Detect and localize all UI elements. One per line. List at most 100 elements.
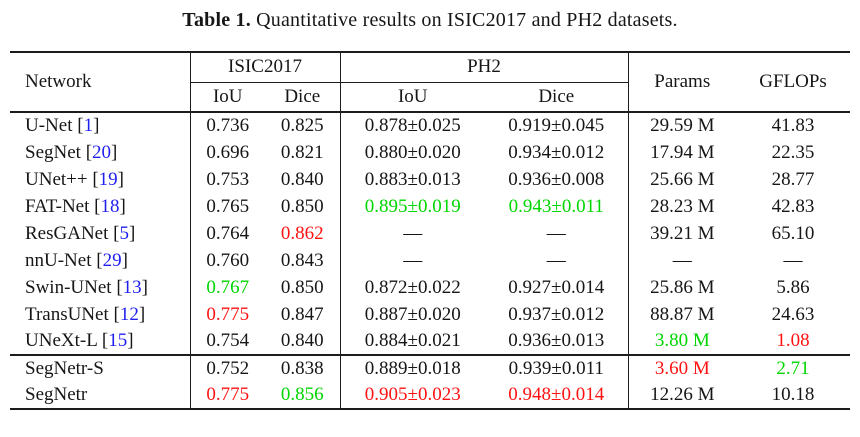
gflops-value: 41.83 xyxy=(736,111,851,139)
citation-number[interactable]: 18 xyxy=(100,195,120,217)
ph2-iou-value: 0.872±0.022 xyxy=(339,274,485,301)
isic-dice-value: 0.862 xyxy=(280,222,324,244)
isic-iou-value: 0.753 xyxy=(189,166,265,193)
header-ph2: PH2 xyxy=(339,52,629,83)
isic-dice-value: 0.850 xyxy=(280,195,324,217)
isic-dice-value: 0.821 xyxy=(280,141,324,163)
header-network: Network xyxy=(25,71,92,92)
citation-number[interactable]: 12 xyxy=(119,303,139,325)
network-name-cell: TransUNet [12] xyxy=(10,301,190,328)
table-row: Swin-UNet [13] 0.767 0.850 0.872±0.022 0.927… xyxy=(10,274,850,301)
header-params: Params xyxy=(627,52,737,112)
table-row: ResGANet [5] 0.764 0.862— —39.21 M 65.10 xyxy=(10,220,850,247)
network-name: nnU-Net xyxy=(25,249,92,271)
citation-number[interactable]: 13 xyxy=(122,276,142,298)
ph2-iou-value: 0.889±0.018 xyxy=(339,354,485,382)
header-ph2-dice: Dice xyxy=(538,85,575,107)
params-value: 3.60 M xyxy=(627,354,737,382)
citation-link[interactable]: [15] xyxy=(97,330,134,351)
isic-dice-value: 0.856 xyxy=(280,384,324,405)
network-name-cell: ResGANet [5] xyxy=(10,220,190,247)
params-value: 28.23 M xyxy=(627,193,737,220)
isic-dice-value: 0.850 xyxy=(280,276,324,298)
citation-number[interactable]: 1 xyxy=(83,115,94,136)
network-name-cell: U-Net [1] xyxy=(10,111,190,139)
ph2-iou-value: 0.884±0.021 xyxy=(339,328,485,355)
ph2-iou-value: 0.880±0.020 xyxy=(339,139,485,166)
ph2-dice-value: 0.934±0.012 xyxy=(508,141,605,163)
network-name: UNet++ xyxy=(25,168,88,190)
ph2-dice-value: 0.937±0.012 xyxy=(508,303,605,325)
header-ph2-iou: IoU xyxy=(339,82,485,112)
citation-number[interactable]: 5 xyxy=(119,222,129,244)
table-row: TransUNet [12] 0.775 0.847 0.887±0.020 0.937… xyxy=(10,301,850,328)
isic-dice-value: 0.847 xyxy=(280,303,324,325)
citation-link[interactable]: [19] xyxy=(87,168,124,190)
network-name-cell: SegNetr xyxy=(10,382,190,409)
gflops-value: 5.86 xyxy=(776,276,810,298)
header-gflops: GFLOPs xyxy=(759,71,827,92)
citation-link[interactable]: [13] xyxy=(111,276,148,298)
params-value: 12.26 M xyxy=(627,382,737,409)
table-caption: Table 1. Quantitative results on ISIC201… xyxy=(0,9,860,32)
ph2-dice-value: — xyxy=(546,222,566,244)
params-value: 88.87 M xyxy=(627,301,737,328)
ph2-dice-value: — xyxy=(546,249,566,271)
table-body: U-Net [1] 0.736 0.825 0.878±0.025 0.919±0.04… xyxy=(10,111,851,409)
network-name: Swin-UNet xyxy=(25,276,112,298)
isic-iou-value: 0.736 xyxy=(189,111,265,139)
citation-link[interactable]: [5] xyxy=(108,222,136,244)
citation-number[interactable]: 19 xyxy=(98,168,118,190)
citation-link[interactable]: [29] xyxy=(91,249,128,271)
isic-iou-value: 0.752 xyxy=(189,354,265,382)
header-row-metrics: IoU Dice IoU Dice xyxy=(10,82,850,112)
network-name: FAT-Net xyxy=(25,195,90,217)
results-table: Network ISIC2017 PH2 Params GFLOPs IoU D… xyxy=(10,51,851,410)
params-value: 25.86 M xyxy=(627,274,737,301)
header-row-groups: Network ISIC2017 PH2 Params GFLOPs xyxy=(10,52,850,112)
isic-iou-value: 0.760 xyxy=(189,247,265,274)
params-value: 29.59 M xyxy=(627,111,737,139)
citation-link[interactable]: [1] xyxy=(72,115,100,136)
table-row: SegNetr 0.775 0.856 0.905±0.023 0.948±0.014 1… xyxy=(10,382,850,409)
network-name: U-Net xyxy=(25,115,73,136)
params-value: 17.94 M xyxy=(627,139,737,166)
ph2-dice-value: 0.919±0.045 xyxy=(485,111,629,139)
network-name-cell: Swin-UNet [13] xyxy=(10,274,190,301)
table-row: U-Net [1] 0.736 0.825 0.878±0.025 0.919±0.04… xyxy=(10,111,851,139)
citation-number[interactable]: 15 xyxy=(108,330,128,351)
header-isic2017: ISIC2017 xyxy=(189,52,340,83)
gflops-value: — xyxy=(783,249,803,271)
table-caption-label: Table 1. xyxy=(182,9,251,31)
params-value: 25.66 M xyxy=(627,166,737,193)
network-name-cell: nnU-Net [29] xyxy=(10,247,190,274)
network-name: SegNetr-S xyxy=(25,358,104,379)
citation-link[interactable]: [20] xyxy=(80,141,118,163)
table-row: SegNet [20] 0.696 0.821 0.880±0.020 0.934±0.… xyxy=(10,139,850,166)
gflops-value: 24.63 xyxy=(771,303,815,325)
ph2-dice-value: 0.936±0.008 xyxy=(508,168,605,190)
citation-number[interactable]: 29 xyxy=(102,249,122,271)
ph2-dice-value: 0.943±0.011 xyxy=(508,195,604,217)
isic-dice-value: 0.840 xyxy=(280,168,324,190)
citation-link[interactable]: [18] xyxy=(89,195,126,217)
gflops-value: 1.08 xyxy=(776,330,810,351)
isic-iou-value: 0.775 xyxy=(189,382,265,409)
ph2-iou-value: — xyxy=(339,247,485,274)
citation-link[interactable]: [12] xyxy=(108,303,146,325)
citation-number[interactable]: 20 xyxy=(92,141,112,163)
ph2-iou-value: 0.895±0.019 xyxy=(339,193,485,220)
network-name: SegNetr xyxy=(25,384,88,405)
network-name-cell: UNeXt-L [15] xyxy=(10,328,190,355)
params-value: 39.21 M xyxy=(627,220,737,247)
ph2-iou-value: 0.883±0.013 xyxy=(339,166,485,193)
isic-dice-value: 0.843 xyxy=(280,249,324,271)
network-name: SegNet xyxy=(25,141,81,163)
ph2-dice-value: 0.936±0.013 xyxy=(508,330,605,351)
table-row: UNet++ [19] 0.753 0.840 0.883±0.013 0.936±0.… xyxy=(10,166,850,193)
table-row: FAT-Net [18] 0.765 0.850 0.895±0.019 0.943±0… xyxy=(10,193,850,220)
network-name: UNeXt-L xyxy=(25,330,98,351)
isic-iou-value: 0.767 xyxy=(189,274,265,301)
ph2-dice-value: 0.927±0.014 xyxy=(508,276,605,298)
header-isic-iou: IoU xyxy=(189,82,265,112)
